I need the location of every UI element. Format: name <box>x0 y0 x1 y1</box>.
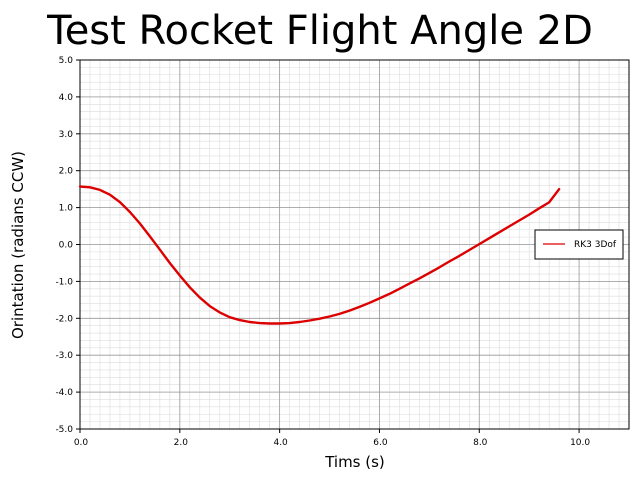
y-tick-label: 4.0 <box>59 93 74 103</box>
y-tick-label: 0.0 <box>59 241 74 251</box>
series-line <box>78 185 561 325</box>
y-tick-label: 1.0 <box>59 204 74 214</box>
y-tick-label: -3.0 <box>55 351 73 361</box>
x-tick-label: 10.0 <box>570 438 590 448</box>
y-tick-label: 5.0 <box>59 56 74 66</box>
y-tick-label: 2.0 <box>59 167 74 177</box>
x-tick-label: 0.0 <box>74 438 89 448</box>
series-layer <box>78 185 561 325</box>
x-tick-label: 8.0 <box>473 438 488 448</box>
y-tick-label: -2.0 <box>55 314 73 324</box>
y-tick-label: -5.0 <box>55 425 73 435</box>
legend-label: RK3 3Dof <box>574 240 617 250</box>
y-axis-label: Orintation (radians CCW) <box>9 151 27 339</box>
y-tick-label: 3.0 <box>59 130 74 140</box>
axis-ticks: 0.0 2.0 4.0 6.0 8.0 10.0 5.0 4.0 3.0 2.0 1.0 0.0 -1.… <box>55 56 590 448</box>
x-axis-label: Tims (s) <box>324 453 385 471</box>
chart-title: Test Rocket Flight Angle 2D <box>47 8 593 54</box>
y-tick-label: -1.0 <box>55 277 73 287</box>
x-tick-label: 6.0 <box>373 438 388 448</box>
y-tick-label: -4.0 <box>55 388 73 398</box>
x-tick-label: 4.0 <box>273 438 288 448</box>
x-tick-label: 2.0 <box>174 438 189 448</box>
legend: RK3 3Dof <box>534 229 624 260</box>
